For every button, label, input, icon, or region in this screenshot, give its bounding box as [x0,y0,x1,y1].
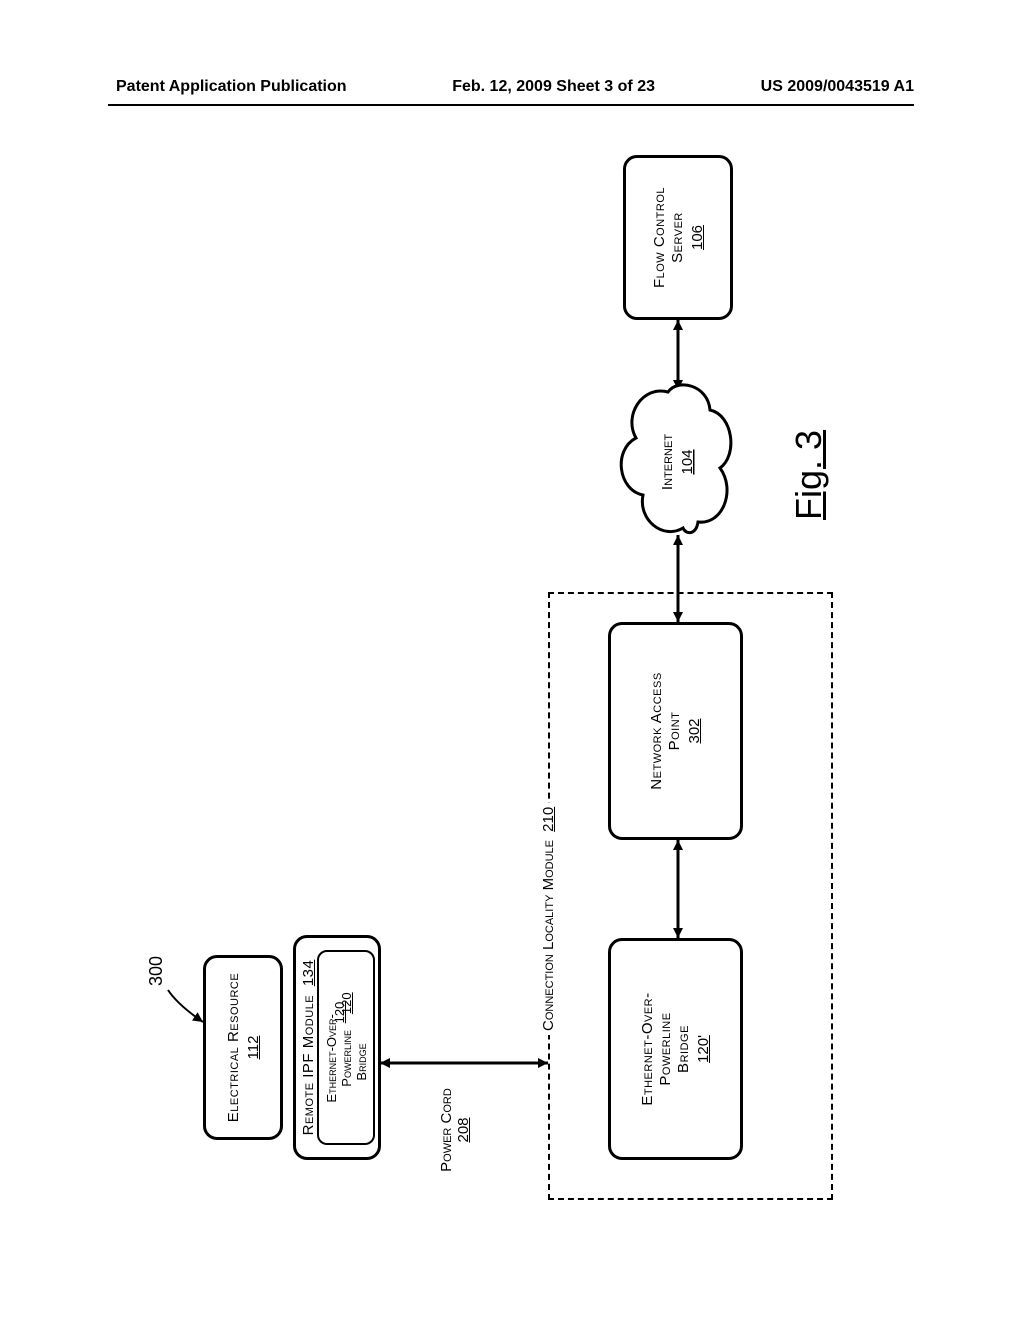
internet-cloud-shape [621,385,731,533]
header-left: Patent Application Publication [116,78,347,96]
block-eop-bridge-120p: Ethernet-Over-PowerlineBridge 120' [608,938,743,1160]
patent-header: Patent Application Publication Feb. 12, … [0,78,1024,96]
figure-label: Fig. 3 [788,430,830,520]
header-rule [108,104,914,106]
header-mid: Feb. 12, 2009 Sheet 3 of 23 [452,78,655,96]
label-connection-locality-module: Connection Locality Module 210 [540,803,557,1035]
internet-label: Internet [659,434,676,490]
figure-ref-300: 300 [146,956,167,986]
label-power-cord: Power Cord 208 [438,1075,472,1185]
block-network-access-point: Network AccessPoint 302 [608,622,743,840]
block-flow-control-server: Flow ControlServer 106 [623,155,733,320]
leader-300 [168,990,203,1022]
eop-bridge-120-text: Ethernet-Over-PowerlineBridge 120 [317,950,375,1145]
figure-3: Internet 104 300 Electrical Resource 112… [108,150,914,1240]
internet-ref: 104 [679,449,696,474]
header-right: US 2009/0043519 A1 [761,78,914,96]
block-electrical-resource: Electrical Resource 112 [203,955,283,1140]
page: Patent Application Publication Feb. 12, … [0,0,1024,1320]
rotated-diagram: Internet 104 300 Electrical Resource 112… [108,150,914,1240]
